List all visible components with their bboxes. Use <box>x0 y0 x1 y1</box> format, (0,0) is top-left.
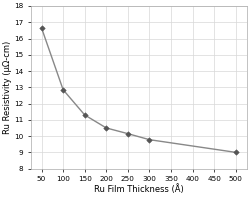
Y-axis label: Ru Resistivity (μΩ-cm): Ru Resistivity (μΩ-cm) <box>4 41 13 134</box>
X-axis label: Ru Film Thickness (Å): Ru Film Thickness (Å) <box>94 184 184 193</box>
